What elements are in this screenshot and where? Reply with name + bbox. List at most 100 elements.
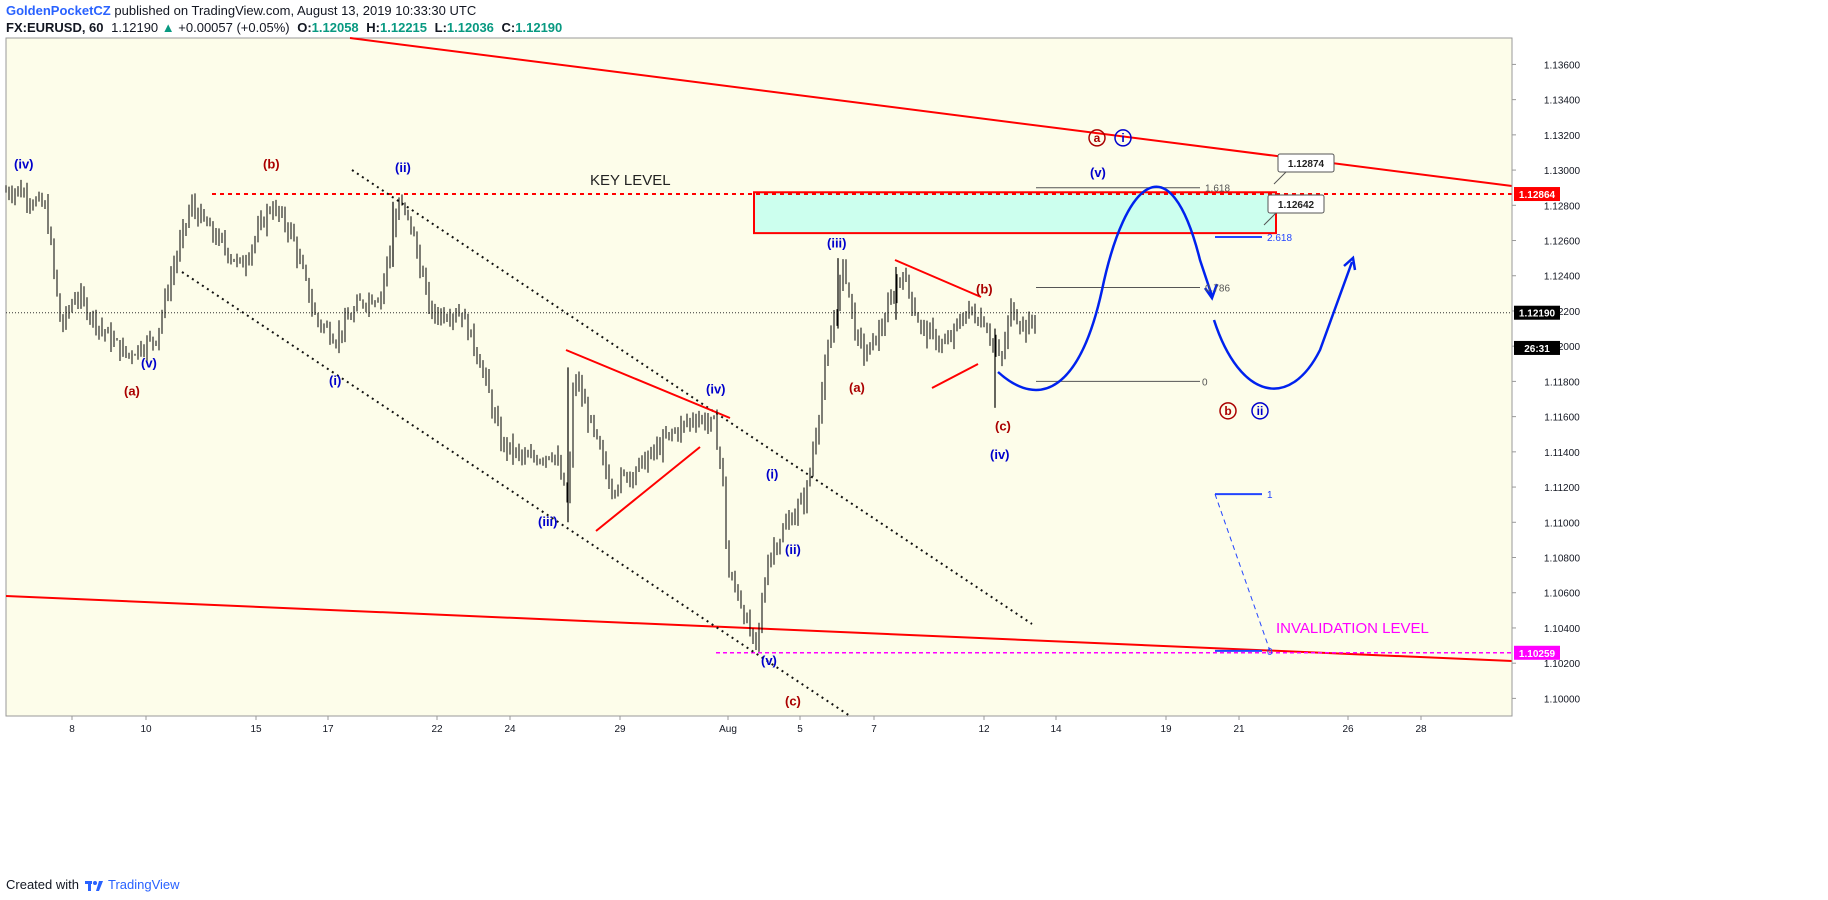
axis-price-badge	[1514, 187, 1560, 202]
price-change: +0.00057 (+0.05%)	[178, 20, 290, 35]
blue-fib-label: 2.618	[1267, 233, 1292, 244]
wave-label: (iii)	[827, 236, 847, 251]
wave-label: (v)	[141, 355, 157, 370]
low-label: L:	[434, 20, 447, 35]
wave-label: (i)	[329, 373, 341, 388]
circled-wave-label: i	[1121, 131, 1124, 145]
price-tick-label: 1.10400	[1544, 624, 1581, 635]
price-tick-label: 1.10600	[1544, 589, 1581, 600]
price-tick-label: 1.12200	[1544, 307, 1581, 318]
wave-label: (c)	[785, 693, 801, 708]
price-callout-pointer	[1273, 171, 1287, 185]
axis-price-badge-label: 26:31	[1524, 344, 1550, 355]
symbol-name: FX:EURUSD, 60	[6, 20, 104, 35]
close-label: C:	[501, 20, 516, 35]
blue-fib-label: 0	[1267, 647, 1273, 658]
high-value: 1.12215	[380, 20, 428, 35]
price-tick-label: 1.10000	[1544, 694, 1581, 705]
wave-label: (iii)	[538, 514, 558, 529]
price-tick-label: 1.12000	[1544, 342, 1581, 353]
time-tick-label: 26	[1342, 724, 1354, 735]
wave-label: (ii)	[785, 542, 801, 557]
wedge-trendline	[565, 349, 731, 419]
time-tick-label: 28	[1415, 724, 1427, 735]
time-tick-label: 15	[250, 724, 262, 735]
wave-label: (v)	[761, 653, 777, 668]
blue-fib-trend-line	[1214, 493, 1271, 652]
projection-arrow-up-icon	[1343, 255, 1357, 271]
time-axis: 8 10 15 17 22 24 29 Aug 5 7 12 14 19 21 26 28	[6, 715, 1512, 735]
price-tick-label: 1.11800	[1544, 377, 1580, 388]
wave-label: (i)	[766, 466, 778, 481]
time-tick-label: 10	[140, 724, 152, 735]
symbol-legend: FX:EURUSD, 60 1.12190 ▲ +0.00057 (+0.05%…	[6, 20, 562, 35]
plot-background	[5, 37, 1513, 717]
price-tick-label: 1.13600	[1544, 60, 1581, 71]
circled-wave-label: ii	[1257, 404, 1264, 418]
tradingview-logo-icon	[84, 880, 103, 891]
price-tick-label: 1.10200	[1544, 659, 1581, 670]
invalidation-level-label: INVALIDATION LEVEL	[1276, 620, 1429, 637]
drawing-layer	[5, 37, 1513, 717]
created-with-text: Created with	[6, 877, 79, 892]
publish-info: GoldenPocketCZ published on TradingView.…	[6, 3, 476, 18]
open-label: O:	[297, 20, 312, 35]
wedge-trendline	[931, 363, 979, 389]
price-tick-label: 1.13200	[1544, 131, 1581, 142]
annotation-layer: KEY LEVEL INVALIDATION LEVEL 1.618 0.786 0 2.…	[14, 129, 1429, 708]
price-tick-label: 1.11000	[1544, 518, 1580, 529]
key-level-label: KEY LEVEL	[590, 172, 671, 189]
close-value: 1.12190	[515, 20, 563, 35]
fib-level-label: 1.618	[1205, 184, 1230, 195]
blue-fib-label: 1	[1267, 490, 1273, 501]
wave-label: (iv)	[706, 382, 726, 397]
price-tick-label: 1.12800	[1544, 201, 1581, 212]
price-tick-label: 1.13400	[1544, 96, 1581, 107]
author-name[interactable]: GoldenPocketCZ	[6, 3, 111, 18]
tradingview-link[interactable]: TradingView	[108, 877, 180, 892]
price-callout-box	[1267, 194, 1325, 214]
wave-label: (iv)	[990, 447, 1010, 462]
time-tick-label: 12	[978, 724, 990, 735]
time-tick-label: 22	[431, 724, 443, 735]
projection-path-second	[1212, 261, 1354, 390]
price-callout-box	[1277, 153, 1335, 173]
last-price: 1.12190	[111, 20, 159, 35]
circled-wave-marker	[1219, 402, 1237, 420]
circled-wave-label: b	[1224, 404, 1231, 418]
time-tick-label: Aug	[719, 724, 737, 735]
circled-wave-marker	[1088, 129, 1106, 147]
wave-label: (v)	[1090, 165, 1106, 180]
time-tick-label: 8	[69, 724, 75, 735]
price-callout-label: 1.12642	[1278, 200, 1315, 211]
target-zone-box	[753, 191, 1277, 235]
fib-level-label: 0	[1202, 377, 1208, 388]
wave-label: (b)	[263, 156, 280, 171]
footer: Created with TradingView	[6, 877, 180, 892]
price-tick-label: 1.12600	[1544, 237, 1581, 248]
price-tick-label: 1.11600	[1544, 413, 1580, 424]
downtrend-upper-line	[351, 169, 1033, 625]
time-tick-label: 5	[797, 724, 803, 735]
axis-price-badge-label: 1.12864	[1519, 190, 1556, 201]
price-axis: 1.13600 1.13400 1.13200 1.13000 1.12800 1.126…	[1511, 38, 1581, 716]
price-tick-label: 1.11200	[1544, 483, 1580, 494]
time-tick-label: 17	[322, 724, 334, 735]
wave-label: (ii)	[395, 160, 411, 175]
published-text: published on TradingView.com, August 13,…	[114, 3, 477, 18]
price-callout-pointer	[1263, 212, 1277, 226]
time-tick-label: 21	[1233, 724, 1245, 735]
downtrend-lower-line	[181, 271, 851, 717]
projection-arrow-down-icon	[1203, 283, 1219, 301]
fib-level-label: 0.786	[1205, 284, 1230, 295]
up-arrow-icon: ▲	[161, 20, 175, 35]
time-tick-label: 29	[614, 724, 626, 735]
time-tick-label: 7	[871, 724, 877, 735]
wedge-trendline	[894, 259, 982, 298]
axis-price-badge	[1514, 340, 1560, 355]
price-tick-label: 1.10800	[1544, 554, 1581, 565]
price-tick-label: 1.13000	[1544, 166, 1581, 177]
wave-label: (a)	[849, 380, 865, 395]
price-tick-label: 1.12400	[1544, 272, 1581, 283]
